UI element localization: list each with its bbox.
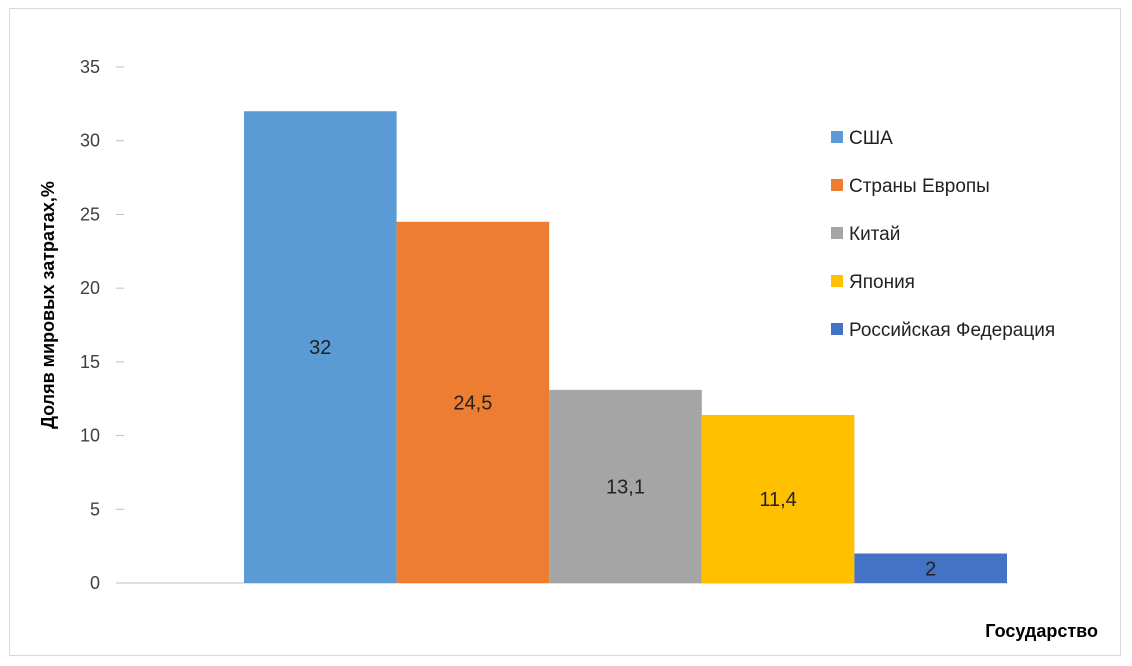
legend: США Страны Европы Китай Япония Российская Фе… xyxy=(831,128,1055,341)
y-axis-title: Доляв мировых затратах,% xyxy=(38,181,58,429)
y-tick-label: 10 xyxy=(80,426,100,446)
bar-5 xyxy=(854,553,1007,583)
y-tick-label: 15 xyxy=(80,352,100,372)
legend-item-label: США xyxy=(849,128,893,149)
y-tick-label: 5 xyxy=(90,499,100,519)
legend-item-label: Российская Федерация xyxy=(849,320,1055,341)
y-tick-label: 0 xyxy=(90,573,100,593)
data-label: 32 xyxy=(309,337,331,359)
legend-swatch xyxy=(831,275,843,287)
legend-swatch xyxy=(831,179,843,191)
legend-item-label: Япония xyxy=(849,272,915,293)
data-label: 13,1 xyxy=(606,476,645,498)
bars xyxy=(244,111,1007,584)
legend-swatch xyxy=(831,227,843,239)
y-tick-label: 25 xyxy=(80,204,100,224)
x-axis-title: Государство xyxy=(985,621,1098,641)
legend-swatch xyxy=(831,323,843,335)
bar-3 xyxy=(549,389,702,583)
y-tick-label: 35 xyxy=(80,57,100,77)
y-tick-label: 30 xyxy=(80,131,100,151)
legend-swatch xyxy=(831,131,843,143)
bar-1 xyxy=(244,111,397,583)
data-label: 2 xyxy=(925,558,936,580)
bar-4 xyxy=(701,414,855,583)
y-tick-label: 20 xyxy=(80,278,100,298)
data-label: 11,4 xyxy=(759,489,796,511)
legend-item-label: Китай xyxy=(849,224,900,245)
legend-item-label: Страны Европы xyxy=(849,176,990,197)
data-label: 24,5 xyxy=(453,392,492,414)
data-labels: 32 24,5 13,1 11,4 2 xyxy=(309,337,936,580)
bar-2 xyxy=(396,221,550,584)
